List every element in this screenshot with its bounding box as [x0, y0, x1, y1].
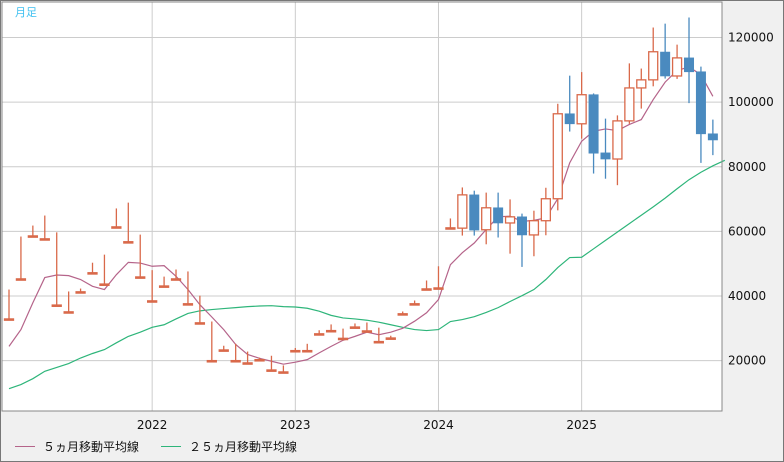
- legend-swatch-ma5: [15, 446, 35, 447]
- candle-body-up: [457, 194, 468, 229]
- candle-body-up: [242, 362, 253, 365]
- candle-body-up: [576, 94, 587, 125]
- y-tick-label: 60000: [728, 224, 766, 238]
- candle-body-up: [194, 322, 206, 325]
- candle-body-up: [123, 241, 134, 244]
- candle-body-up: [230, 359, 241, 363]
- candle-body-up: [325, 329, 337, 333]
- candle-body-up: [385, 337, 396, 340]
- y-tick-label: 40000: [728, 289, 766, 303]
- candle-body-up: [337, 337, 349, 341]
- plot-area: [2, 2, 722, 411]
- x-tick-label: 2022: [137, 418, 168, 432]
- candle-body-up: [504, 216, 516, 224]
- candle-body-up: [349, 326, 361, 329]
- candle-body-up: [433, 287, 444, 290]
- candle-body-down: [516, 216, 527, 236]
- candle-body-up: [63, 311, 74, 314]
- candle-body-up: [206, 359, 217, 363]
- candle-body-up: [314, 333, 325, 336]
- candle-body-up: [3, 318, 15, 321]
- legend-item-ma5: ５ヵ月移動平均線: [15, 438, 139, 455]
- candle-body-up: [421, 288, 432, 291]
- candle-body-up: [135, 276, 146, 279]
- candle-body-down: [564, 113, 575, 125]
- candle-body-up: [111, 226, 122, 229]
- candle-body-up: [409, 303, 420, 306]
- candle-body-up: [624, 87, 635, 122]
- candle-body-down: [493, 207, 504, 224]
- legend-label-ma5: ５ヵ月移動平均線: [43, 440, 140, 454]
- candle-body-up: [27, 235, 39, 238]
- candle-body-up: [170, 278, 182, 281]
- candle-body-up: [99, 283, 110, 286]
- candle-body-up: [147, 300, 158, 303]
- candle-body-down: [707, 133, 718, 141]
- x-tick-label: 2025: [566, 418, 597, 432]
- candle-body-up: [218, 349, 229, 352]
- candle-body-down: [469, 194, 480, 231]
- candle-body-up: [158, 285, 170, 288]
- x-tick-label: 2023: [280, 418, 311, 432]
- candle-body-up: [636, 79, 647, 89]
- legend-label-ma25: ２５ヵ月移動平均線: [189, 440, 298, 454]
- candle-body-up: [278, 371, 289, 374]
- y-tick-label: 20000: [728, 354, 766, 368]
- candle-body-up: [254, 358, 265, 362]
- legend: ５ヵ月移動平均線 ２５ヵ月移動平均線: [15, 438, 297, 455]
- candle-body-down: [660, 51, 671, 77]
- candle-body-down: [695, 71, 706, 135]
- candle-body-up: [15, 278, 27, 281]
- y-tick-label: 100000: [728, 95, 774, 109]
- candle-body-up: [39, 238, 50, 241]
- candle-body-up: [290, 349, 301, 353]
- candle-body-up: [528, 220, 540, 236]
- candle-body-down: [588, 94, 599, 154]
- candle-body-up: [552, 113, 563, 200]
- candle-body-up: [481, 207, 492, 231]
- chart-title: 月足: [15, 6, 37, 19]
- candle-body-up: [373, 340, 384, 344]
- candle-body-up: [302, 349, 313, 353]
- candle-body-up: [361, 330, 373, 333]
- candle-body-down: [600, 152, 611, 160]
- legend-item-ma25: ２５ヵ月移動平均線: [161, 438, 297, 455]
- x-tick-label: 2024: [423, 418, 454, 432]
- candle-body-up: [266, 369, 277, 372]
- y-tick-label: 80000: [728, 160, 766, 174]
- candle-body-up: [671, 57, 683, 77]
- plot-border: [1, 1, 723, 412]
- ma25-line: [8, 159, 726, 390]
- candle-body-up: [612, 120, 623, 160]
- candle-body-up: [540, 198, 551, 222]
- candle-body-up: [75, 291, 86, 294]
- candle-body-down: [684, 57, 695, 73]
- candle-body-up: [182, 303, 194, 306]
- candle-body-up: [397, 313, 408, 316]
- candle-body-up: [87, 272, 98, 275]
- legend-swatch-ma25: [161, 446, 182, 447]
- candle-body-up: [648, 51, 659, 81]
- candle-body-up: [51, 304, 62, 307]
- y-tick-label: 120000: [728, 31, 774, 45]
- candle-body-up: [445, 227, 456, 230]
